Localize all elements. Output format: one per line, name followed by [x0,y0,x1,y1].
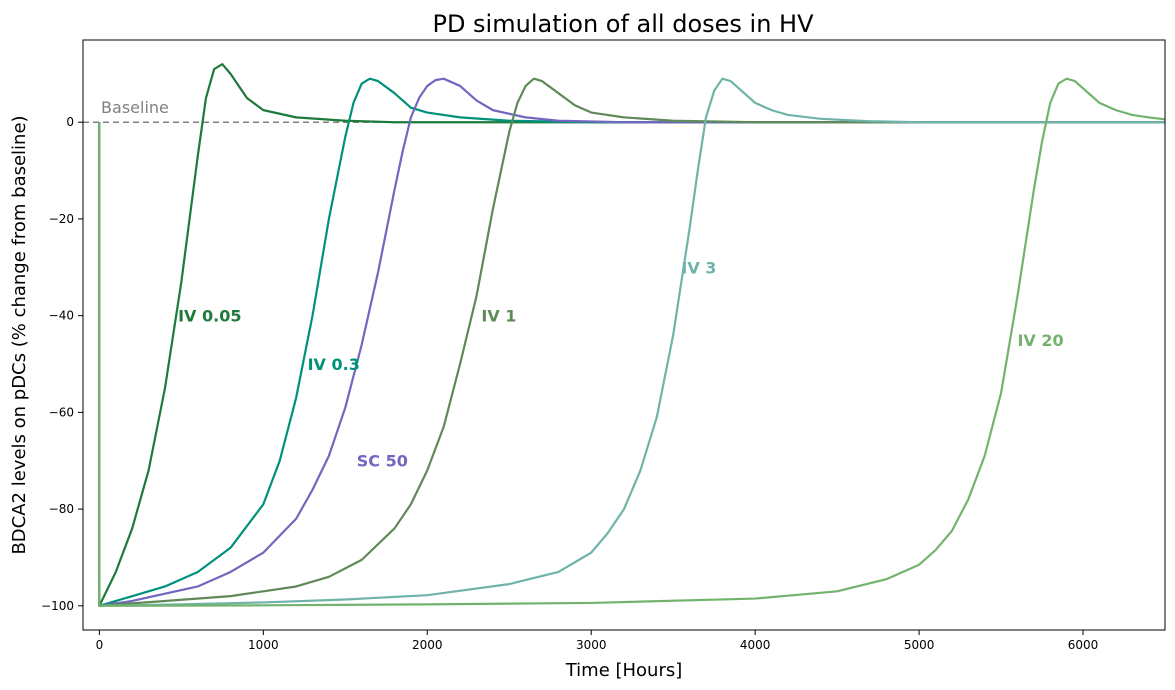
x-tick-label: 1000 [248,638,279,652]
series-label-layer: Baseline IV 0.05 IV 0.3 SC 50 IV 1 IV 3 IV 20 [101,98,1064,471]
baseline-label: Baseline [101,98,169,117]
series-line-iv-0-05 [98,63,1165,607]
y-tick-label: −100 [41,599,74,613]
x-tick-label: 3000 [576,638,607,652]
y-tick-label: −40 [49,309,74,323]
series-label-iv-1: IV 1 [481,307,516,326]
series-line-sc-50 [98,77,1165,607]
series-label-iv-0-05: IV 0.05 [178,307,241,326]
series-label-sc-50: SC 50 [357,452,408,471]
series-label-iv-20: IV 20 [1017,331,1063,350]
chart-title: PD simulation of all doses in HV [432,10,814,38]
plot-area-frame [82,39,1166,631]
x-tick-label: 4000 [740,638,771,652]
series-line-iv-1 [98,77,1165,607]
y-tick-label: −20 [49,212,74,226]
x-tick-label: 2000 [412,638,443,652]
x-axis-label: Time [Hours] [565,660,683,681]
series-label-iv-3: IV 3 [681,258,716,277]
x-axis: 0 1000 2000 3000 4000 5000 6000 [96,630,1099,652]
x-tick-label: 6000 [1068,638,1099,652]
y-tick-label: −80 [49,502,74,516]
series-line-iv-0-3 [98,77,1165,607]
x-tick-label: 5000 [904,638,935,652]
series-line-iv-20 [98,77,1165,607]
y-axis-label: BDCA2 levels on pDCs (% change from base… [9,115,30,554]
y-tick-label: 0 [66,115,74,129]
x-tick-label: 0 [96,638,104,652]
y-axis: −100 −80 −60 −40 −20 0 [41,115,83,613]
y-tick-label: −60 [49,405,74,419]
series-layer [83,63,1165,607]
series-line-iv-3 [98,77,1165,607]
series-label-iv-0-3: IV 0.3 [308,355,360,374]
